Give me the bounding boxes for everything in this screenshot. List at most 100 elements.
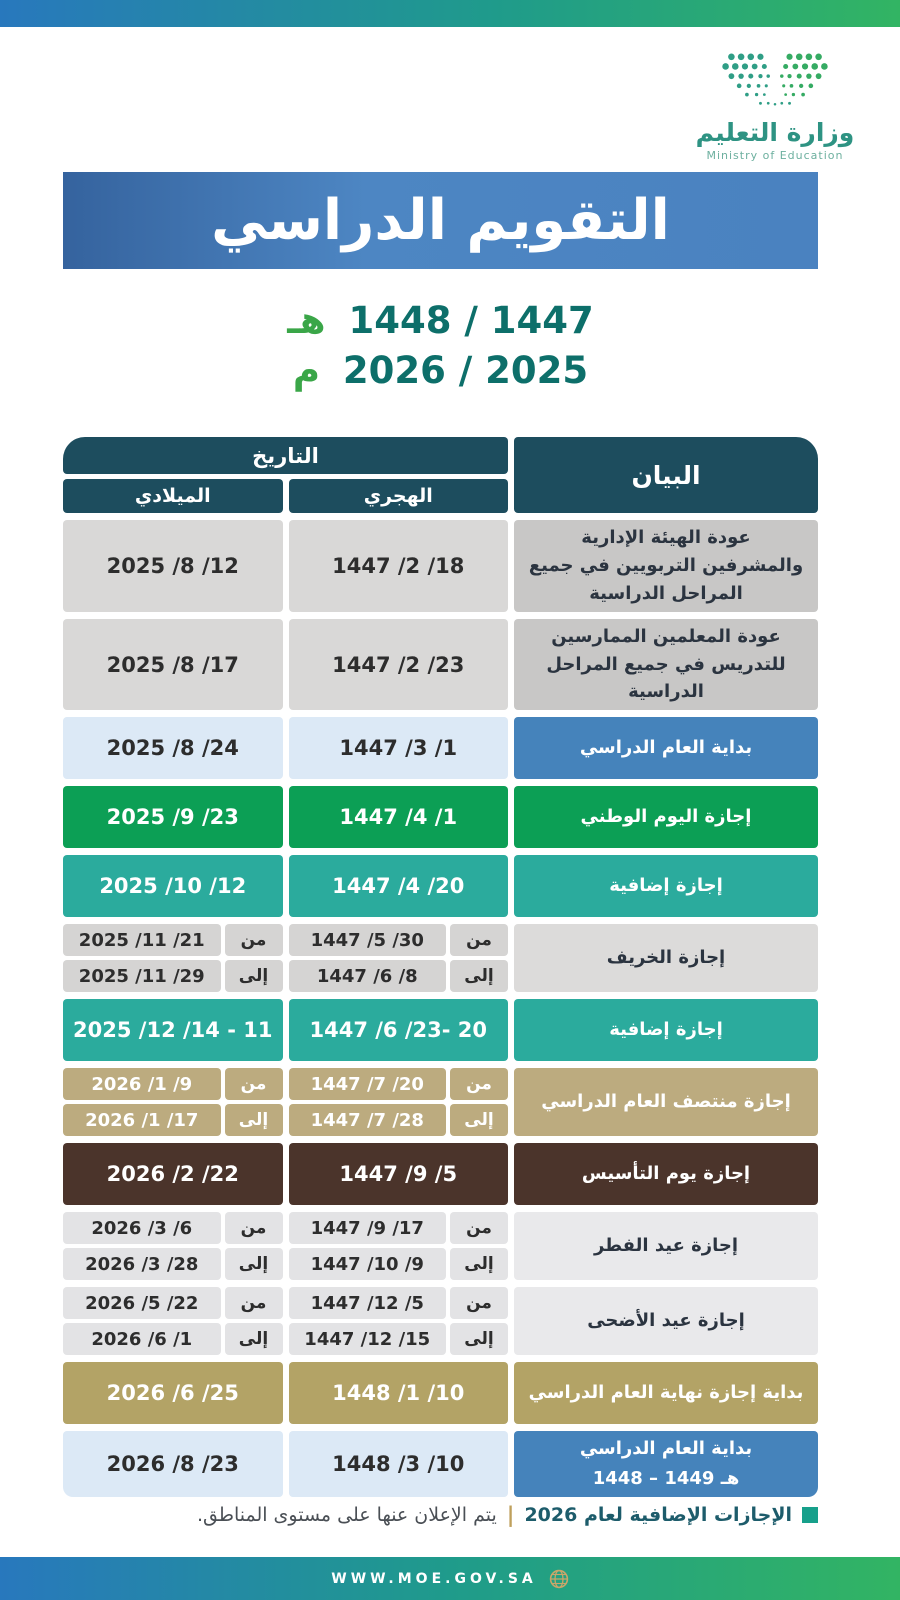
gregorian-from-date: 22/ 5/ 2026 [63, 1287, 221, 1320]
ministry-name-arabic: وزارة التعليم [695, 118, 855, 147]
header-date-columns: التاريخ الهجري الميلادي [63, 437, 508, 513]
gregorian-range-column: من 21/ 11/ 2025 إلى 29/ 11/ 2025 [63, 924, 283, 993]
table-row: إجازة إضافية 20/ 4/ 1447 12/ 10/ 2025 [63, 855, 818, 918]
gregorian-to-date: 29/ 11/ 2025 [63, 960, 221, 993]
range-from-row: من 22/ 5/ 2026 [63, 1287, 283, 1320]
table-row: إجازة إضافية 20 -23/ 6/ 1447 11 - 14/ 12… [63, 999, 818, 1062]
statement-cell: إجازة إضافية [514, 855, 818, 918]
range-to-row: إلى 28/ 3/ 2026 [63, 1248, 283, 1281]
calendar-table: البيان التاريخ الهجري الميلادي عودة الهي… [63, 437, 818, 1498]
hijri-date-cell: 10/ 3/ 1448 [288, 1431, 508, 1498]
range-from-row: من 17/ 9/ 1447 [288, 1212, 508, 1245]
gregorian-date-cell: 23/ 8/ 2026 [63, 1431, 283, 1498]
statement-cell: بداية إجازة نهاية العام الدراسي [514, 1362, 818, 1425]
gregorian-years-line: 2025 / 2026 م [63, 346, 818, 396]
hijri-years: 1447 / 1448 [348, 299, 594, 342]
header-gregorian: الميلادي [63, 479, 283, 513]
footnote-bold-text: الإجازات الإضافية لعام 2026 [524, 1504, 792, 1526]
hijri-to-date: 9/ 10/ 1447 [288, 1248, 446, 1281]
statement-line1: بداية العام الدراسي [579, 1438, 753, 1460]
hijri-date-cell: 5/ 9/ 1447 [288, 1143, 508, 1206]
table-row: عودة الهيئة الإدارية والمشرفين التربويين… [63, 520, 818, 612]
hijri-from-date: 20/ 7/ 1447 [288, 1068, 446, 1101]
to-label: إلى [224, 1323, 283, 1356]
hijri-from-date: 17/ 9/ 1447 [288, 1212, 446, 1245]
gregorian-range-column: من 6/ 3/ 2026 إلى 28/ 3/ 2026 [63, 1212, 283, 1281]
ministry-emblem-icon [722, 53, 828, 106]
gregorian-date-cell: 23/ 9/ 2025 [63, 786, 283, 849]
statement-cell: عودة الهيئة الإدارية والمشرفين التربويين… [514, 520, 818, 612]
footnote-separator: | [506, 1503, 515, 1527]
table-row: عودة المعلمين الممارسين للتدريس في جميع … [63, 618, 818, 711]
statement-cell: عودة المعلمين الممارسين للتدريس في جميع … [514, 618, 818, 711]
range-from-row: من 5/ 12/ 1447 [288, 1287, 508, 1320]
range-to-row: إلى 8/ 6/ 1447 [288, 960, 508, 993]
hijri-range-column: من 17/ 9/ 1447 إلى 9/ 10/ 1447 [288, 1212, 508, 1281]
gregorian-from-date: 21/ 11/ 2025 [63, 924, 221, 957]
hijri-from-date: 30/ 5/ 1447 [288, 924, 446, 957]
top-gradient-bar [0, 0, 900, 27]
website-url: WWW.MOE.GOV.SA [331, 1570, 537, 1587]
hijri-to-date: 15/ 12/ 1447 [288, 1323, 446, 1356]
range-to-row: إلى 17/ 1/ 2026 [63, 1104, 283, 1137]
header-hijri: الهجري [288, 479, 508, 513]
range-to-row: إلى 28/ 7/ 1447 [288, 1104, 508, 1137]
header-date-subcolumns: الهجري الميلادي [63, 479, 508, 513]
footnote: الإجازات الإضافية لعام 2026 | يتم الإعلا… [63, 1503, 818, 1527]
statement-cell: إجازة عيد الأضحى [514, 1287, 818, 1356]
hijri-date-cell: 1/ 3/ 1447 [288, 717, 508, 780]
from-label: من [224, 1212, 283, 1245]
globe-icon [549, 1569, 568, 1588]
page-title: التقويم الدراسي [211, 188, 670, 253]
hijri-date-cell: 18/ 2/ 1447 [288, 520, 508, 612]
gregorian-from-date: 6/ 3/ 2026 [63, 1212, 221, 1245]
gregorian-date-cell: 11 - 14/ 12/ 2025 [63, 999, 283, 1062]
statement-cell: إجازة عيد الفطر [514, 1212, 818, 1281]
ministry-name-english: Ministry of Education [706, 149, 844, 162]
gregorian-to-date: 17/ 1/ 2026 [63, 1104, 221, 1137]
from-label: من [450, 924, 508, 957]
gregorian-date-cell: 12/ 8/ 2025 [63, 520, 283, 612]
from-label: من [224, 1068, 283, 1101]
hijri-range-column: من 20/ 7/ 1447 إلى 28/ 7/ 1447 [288, 1068, 508, 1137]
header-statement: البيان [514, 437, 818, 513]
gregorian-date-cell: 17/ 8/ 2025 [63, 618, 283, 711]
range-from-row: من 9/ 1/ 2026 [63, 1068, 283, 1101]
to-label: إلى [224, 1248, 283, 1281]
hijri-date-cell: 20/ 4/ 1447 [288, 855, 508, 918]
gregorian-years: 2025 / 2026 [342, 348, 589, 392]
gregorian-era-suffix: م [292, 348, 320, 392]
to-label: إلى [450, 1248, 508, 1281]
statement-line2-years: 1448 – 1449 هـ [592, 1468, 740, 1490]
gregorian-range-column: من 9/ 1/ 2026 إلى 17/ 1/ 2026 [63, 1068, 283, 1137]
from-label: من [224, 1287, 283, 1320]
range-from-row: من 20/ 7/ 1447 [288, 1068, 508, 1101]
year-subtitle: 1447 / 1448 هـ 2025 / 2026 م [63, 296, 818, 396]
gregorian-date-cell: 22/ 2/ 2026 [63, 1143, 283, 1206]
gregorian-from-date: 9/ 1/ 2026 [63, 1068, 221, 1101]
hijri-years-line: 1447 / 1448 هـ [63, 296, 818, 346]
hijri-from-date: 5/ 12/ 1447 [288, 1287, 446, 1320]
footnote-text: يتم الإعلان عنها على مستوى المناطق. [196, 1504, 497, 1526]
to-label: إلى [224, 1104, 283, 1137]
to-label: إلى [224, 960, 283, 993]
range-to-row: إلى 29/ 11/ 2025 [63, 960, 283, 993]
statement-cell: إجازة منتصف العام الدراسي [514, 1068, 818, 1137]
gregorian-date-cell: 12/ 10/ 2025 [63, 855, 283, 918]
table-row: إجازة منتصف العام الدراسي من 20/ 7/ 1447… [63, 1068, 818, 1137]
range-from-row: من 6/ 3/ 2026 [63, 1212, 283, 1245]
hijri-date-cell: 10/ 1/ 1448 [288, 1362, 508, 1425]
hijri-to-date: 8/ 6/ 1447 [288, 960, 446, 993]
table-row: بداية إجازة نهاية العام الدراسي 10/ 1/ 1… [63, 1362, 818, 1425]
statement-cell: إجازة اليوم الوطني [514, 786, 818, 849]
statement-cell: إجازة يوم التأسيس [514, 1143, 818, 1206]
table-row: إجازة عيد الأضحى من 5/ 12/ 1447 إلى 15/ … [63, 1287, 818, 1356]
from-label: من [224, 924, 283, 957]
to-label: إلى [450, 960, 508, 993]
table-row: بداية العام الدراسي 1/ 3/ 1447 24/ 8/ 20… [63, 717, 818, 780]
page-title-banner: التقويم الدراسي [63, 172, 818, 269]
range-to-row: إلى 1/ 6/ 2026 [63, 1323, 283, 1356]
footnote-bullet-square [802, 1507, 818, 1523]
table-row: إجازة عيد الفطر من 17/ 9/ 1447 إلى 9/ 10… [63, 1212, 818, 1281]
